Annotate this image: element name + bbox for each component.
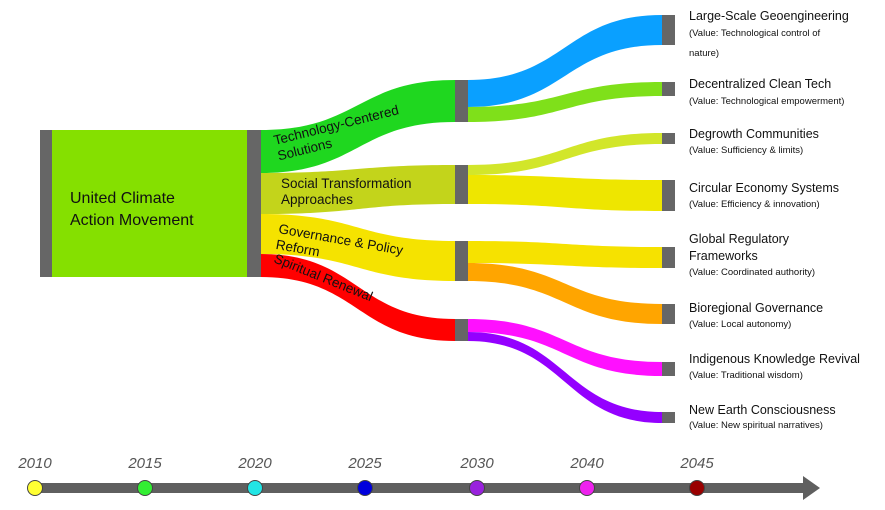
year-label-2015: 2015 — [127, 455, 162, 472]
leaf-name-degrowth: Degrowth Communities — [689, 127, 819, 141]
node-bar-tech — [455, 80, 468, 122]
root-bar-left — [40, 130, 52, 277]
flow-degrowth — [468, 133, 662, 175]
leaf-value-bioreg: (Value: Local autonomy) — [689, 319, 791, 330]
leaf-name-global: Frameworks — [689, 249, 758, 263]
flow-circular — [468, 175, 662, 211]
node-bar-spirit — [455, 319, 468, 341]
leaf-name-bioreg: Bioregional Governance — [689, 301, 823, 315]
timeline-arrow — [803, 476, 820, 500]
year-marker-2015 — [137, 480, 153, 496]
leaf-bar-dct — [662, 82, 675, 96]
year-marker-2040 — [579, 480, 595, 496]
branch-label-line: Approaches — [281, 192, 353, 207]
root-bar-right — [247, 130, 261, 277]
leaf-value-degrowth: (Value: Sufficiency & limits) — [689, 145, 803, 156]
flow-newearth — [468, 332, 662, 423]
leaf-bar-geo — [662, 15, 675, 45]
root-node — [52, 130, 247, 277]
timeline-axis — [35, 483, 805, 493]
year-marker-2010 — [27, 480, 43, 496]
leaf-name-newearth: New Earth Consciousness — [689, 403, 836, 417]
node-bars — [40, 15, 675, 423]
flow-gov — [261, 214, 455, 281]
timeline: 2010 2015 2020 2025 2030 2040 2045 — [17, 455, 820, 500]
year-marker-2020 — [247, 480, 263, 496]
year-label-2025: 2025 — [347, 455, 382, 472]
flow-social — [261, 165, 455, 214]
flow-global — [468, 241, 662, 268]
leaf-value-geo: (Value: Technological control of — [689, 28, 821, 39]
leaf-value-global: (Value: Coordinated authority) — [689, 267, 815, 278]
flow-tech — [261, 80, 455, 173]
node-bar-social — [455, 165, 468, 204]
year-label-2030: 2030 — [459, 455, 494, 472]
leaf-value-geo: nature) — [689, 48, 719, 59]
leaf-bar-degrowth — [662, 133, 675, 144]
year-marker-2030 — [469, 480, 485, 496]
year-marker-2045 — [689, 480, 705, 496]
leaf-value-indig: (Value: Traditional wisdom) — [689, 370, 803, 381]
leaf-bar-bioreg — [662, 304, 675, 324]
flow-bioreg — [468, 263, 662, 324]
leaf-name-indig: Indigenous Knowledge Revival — [689, 352, 860, 366]
flow-bands — [261, 15, 662, 423]
leaf-bar-circular — [662, 180, 675, 211]
year-marker-2025 — [357, 480, 373, 496]
node-bar-gov — [455, 241, 468, 281]
branch-label-line: Social Transformation — [281, 176, 412, 191]
flow-geo — [468, 15, 662, 107]
leaf-value-dct: (Value: Technological empowerment) — [689, 96, 844, 107]
flow-spirit — [261, 254, 455, 341]
year-label-2020: 2020 — [237, 455, 272, 472]
leaf-bar-newearth — [662, 412, 675, 423]
leaf-name-geo: Large-Scale Geoengineering — [689, 9, 849, 23]
root-label-line: Action Movement — [70, 212, 194, 229]
leaf-name-circular: Circular Economy Systems — [689, 181, 839, 195]
flow-dct — [468, 82, 662, 122]
leaf-name-dct: Decentralized Clean Tech — [689, 77, 831, 91]
flow-indig — [468, 319, 662, 376]
year-label-2045: 2045 — [679, 455, 714, 472]
leaf-bar-indig — [662, 362, 675, 376]
leaf-value-newearth: (Value: New spiritual narratives) — [689, 420, 823, 431]
year-label-2040: 2040 — [569, 455, 604, 472]
year-label-2010: 2010 — [17, 455, 52, 472]
leaf-name-global: Global Regulatory — [689, 232, 790, 246]
leaf-value-circular: (Value: Efficiency & innovation) — [689, 199, 820, 210]
leaf-bar-global — [662, 247, 675, 268]
root-label-line: United Climate — [70, 190, 175, 207]
